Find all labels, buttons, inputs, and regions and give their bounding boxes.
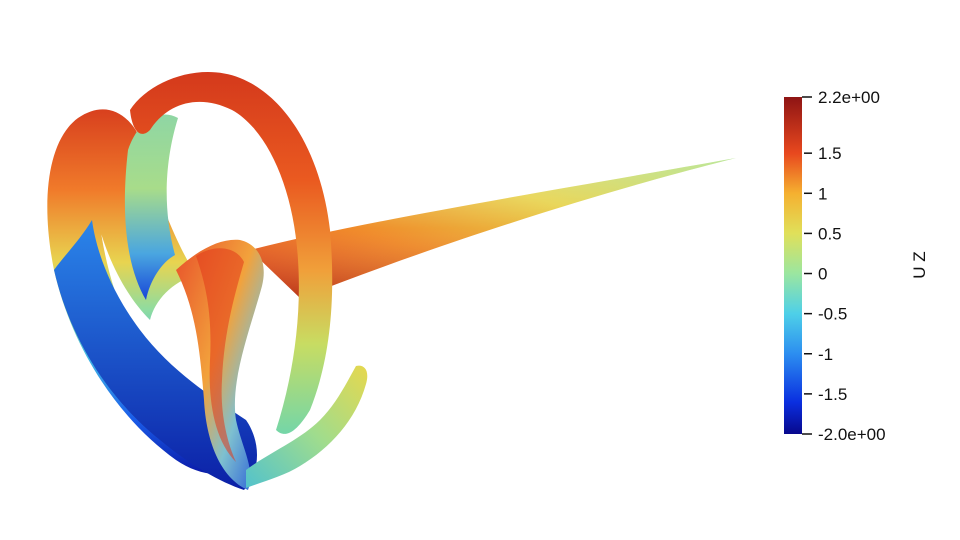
colorbar-tick-label: -1	[818, 345, 833, 364]
colorbar-ticks: 1.5 1 0.5 0 -0.5 -1 -1.5	[802, 96, 847, 435]
colorbar-tick-label: 0	[818, 265, 827, 284]
colorbar: 1.5 1 0.5 0 -0.5 -1 -1.5 2.2e+00 -2.0e+00 U Z	[784, 88, 929, 444]
colorbar-max-label: 2.2e+00	[818, 88, 880, 107]
colorbar-tick-label: -1.5	[818, 385, 847, 404]
colorbar-min-label: -2.0e+00	[818, 425, 886, 444]
colorbar-title: U Z	[910, 251, 929, 278]
colorbar-tick-label: 1.5	[818, 144, 842, 163]
vortex-tail-shading	[250, 158, 736, 298]
vortex-inner-strand	[124, 114, 178, 300]
vortex-lower-sweep	[54, 220, 257, 490]
vortex-hook	[246, 365, 368, 488]
colorbar-gradient	[784, 97, 802, 434]
vortex-surface	[47, 72, 736, 490]
colorbar-tick-label: 0.5	[818, 224, 842, 243]
vortex-crossing-strand-shade	[196, 248, 244, 462]
vortex-front-ring	[130, 72, 333, 434]
colorbar-tick-label: 1	[818, 184, 827, 203]
colorbar-tick-label: -0.5	[818, 305, 847, 324]
